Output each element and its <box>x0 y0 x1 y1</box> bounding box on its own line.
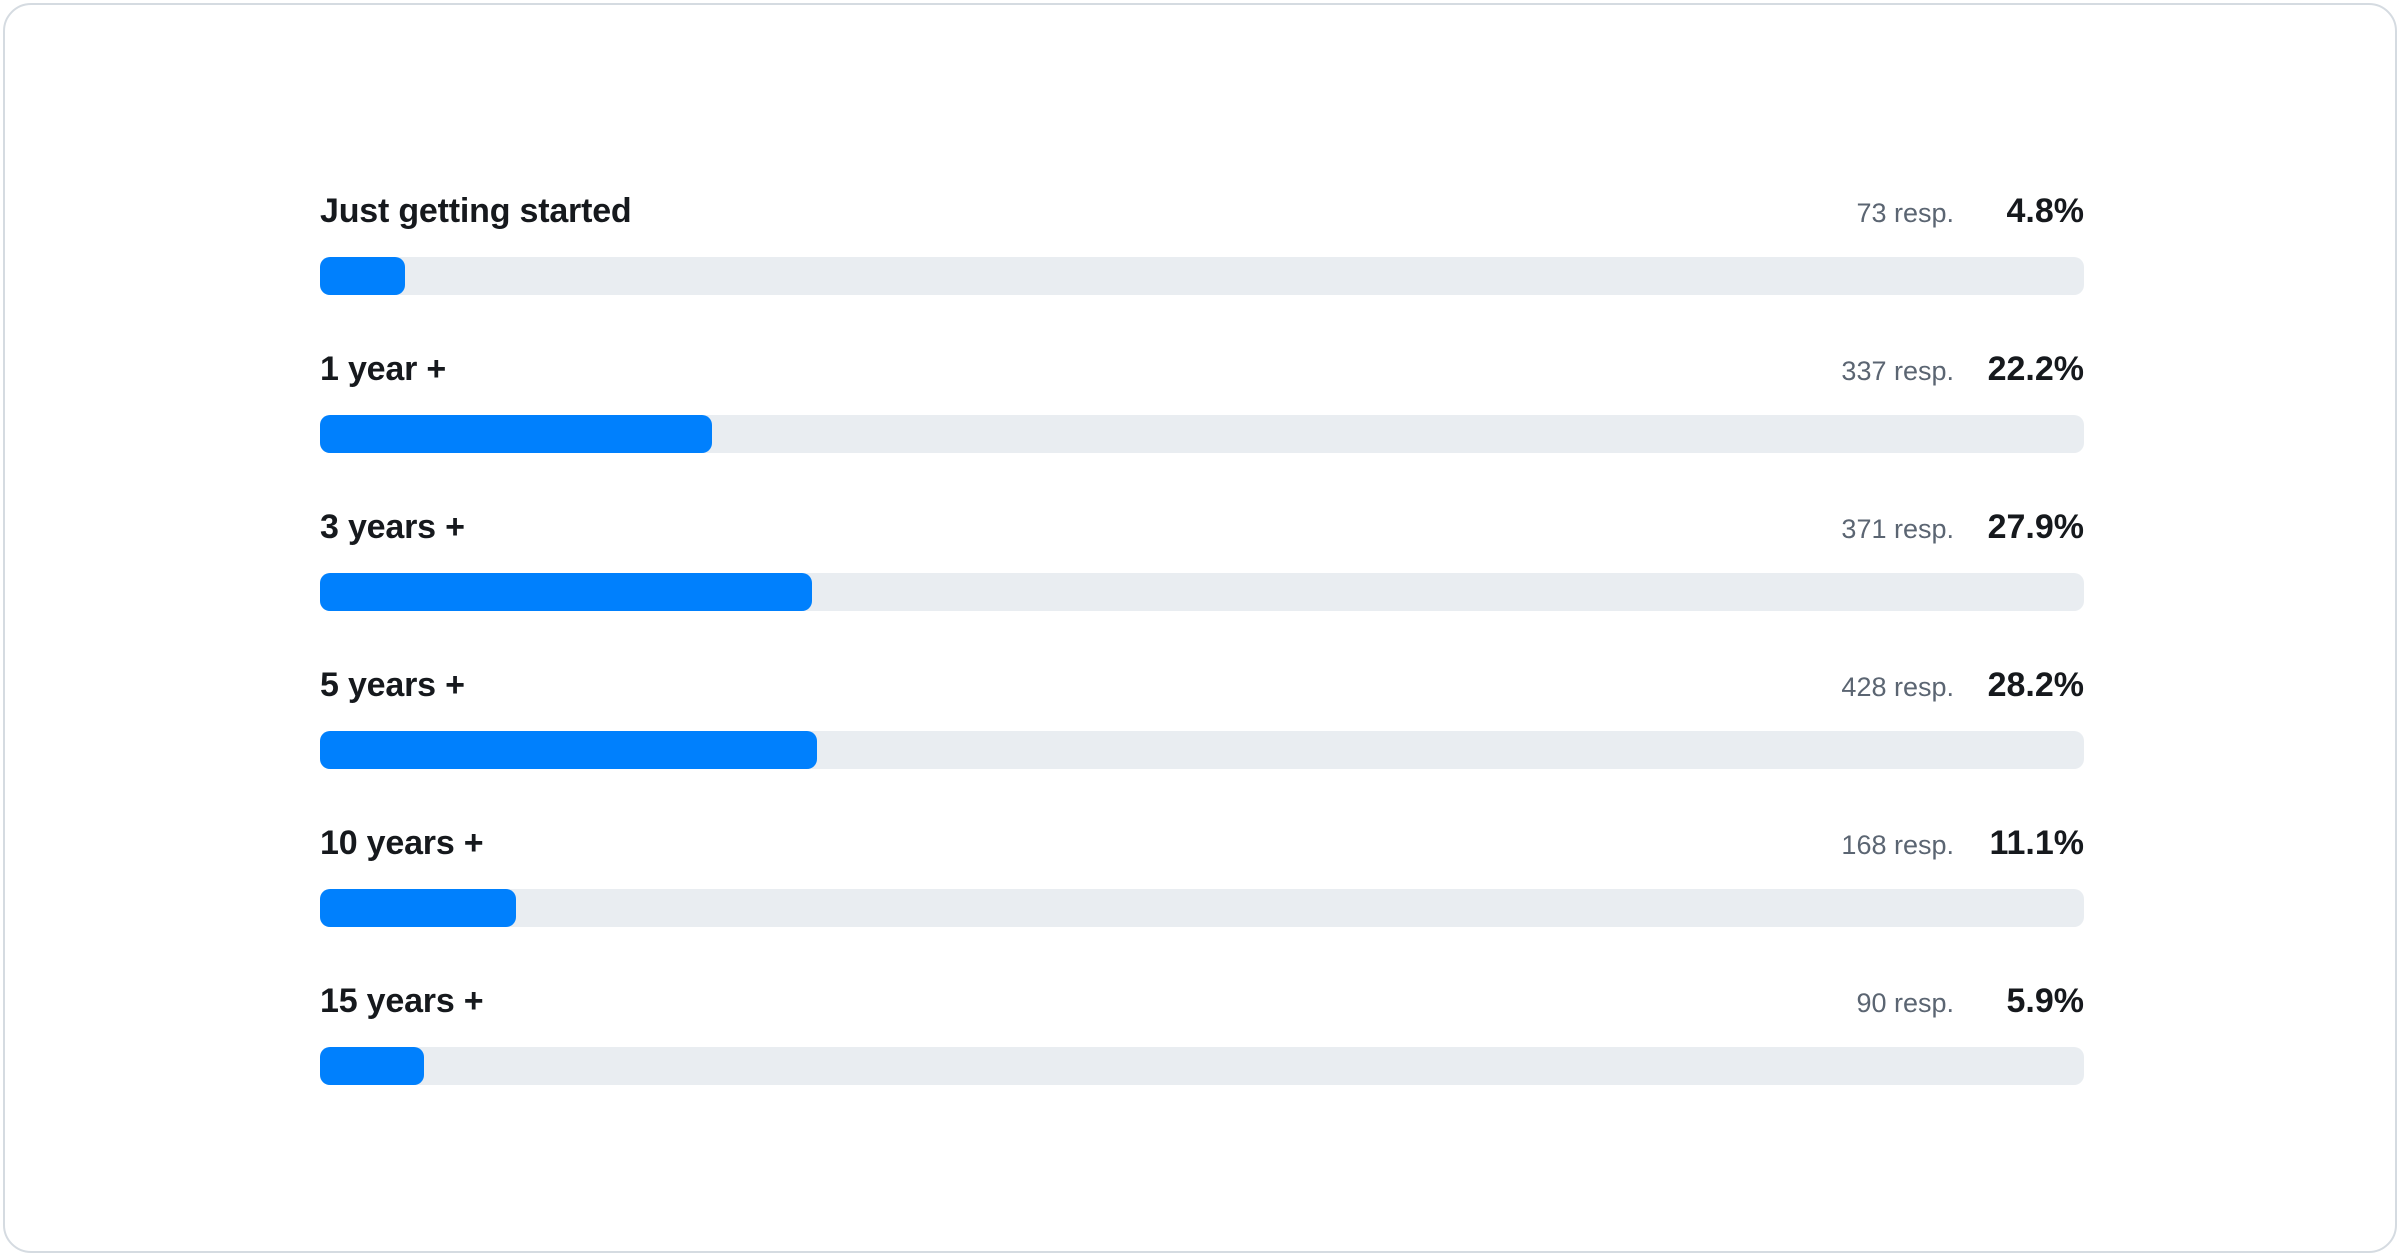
bar-track <box>320 731 2084 769</box>
category-label: 1 year + <box>320 350 447 388</box>
bar-fill <box>320 1047 425 1085</box>
survey-results-card: Just getting started 73 resp. 4.8% 1 yea… <box>3 3 2397 1253</box>
category-label: 10 years + <box>320 824 484 862</box>
bar-track <box>320 257 2084 295</box>
chart-row: 15 years + 90 resp. 5.9% <box>320 979 2084 1085</box>
respondent-count: 73 resp. <box>1856 198 1954 228</box>
row-header: 10 years + 168 resp. 11.1% <box>320 821 2084 867</box>
percentage-value: 11.1% <box>1989 824 2084 862</box>
chart-row: 5 years + 428 resp. 28.2% <box>320 663 2084 769</box>
chart-row: 10 years + 168 resp. 11.1% <box>320 821 2084 927</box>
bar-fill <box>320 257 405 295</box>
bar-chart: Just getting started 73 resp. 4.8% 1 yea… <box>320 189 2084 1137</box>
bar-fill <box>320 731 818 769</box>
row-header: Just getting started 73 resp. 4.8% <box>320 189 2084 235</box>
row-header: 1 year + 337 resp. 22.2% <box>320 347 2084 393</box>
row-header: 15 years + 90 resp. 5.9% <box>320 979 2084 1025</box>
category-label: 3 years + <box>320 508 465 546</box>
row-header: 5 years + 428 resp. 28.2% <box>320 663 2084 709</box>
row-header: 3 years + 371 resp. 27.9% <box>320 505 2084 551</box>
bar-fill <box>320 573 813 611</box>
bar-track <box>320 573 2084 611</box>
bar-track <box>320 415 2084 453</box>
category-label: Just getting started <box>320 192 632 230</box>
percentage-value: 22.2% <box>1987 350 2084 388</box>
chart-row: Just getting started 73 resp. 4.8% <box>320 189 2084 295</box>
percentage-value: 27.9% <box>1987 508 2084 546</box>
chart-row: 1 year + 337 resp. 22.2% <box>320 347 2084 453</box>
respondent-count: 337 resp. <box>1841 356 1954 386</box>
respondent-count: 371 resp. <box>1841 514 1954 544</box>
percentage-value: 5.9% <box>2006 982 2085 1020</box>
respondent-count: 90 resp. <box>1856 988 1954 1018</box>
bar-fill <box>320 889 516 927</box>
bar-track <box>320 1047 2084 1085</box>
bar-fill <box>320 415 712 453</box>
category-label: 5 years + <box>320 666 465 704</box>
bar-track <box>320 889 2084 927</box>
chart-row: 3 years + 371 resp. 27.9% <box>320 505 2084 611</box>
percentage-value: 4.8% <box>2006 192 2085 230</box>
respondent-count: 428 resp. <box>1841 672 1954 702</box>
category-label: 15 years + <box>320 982 484 1020</box>
respondent-count: 168 resp. <box>1841 830 1954 860</box>
percentage-value: 28.2% <box>1987 666 2084 704</box>
